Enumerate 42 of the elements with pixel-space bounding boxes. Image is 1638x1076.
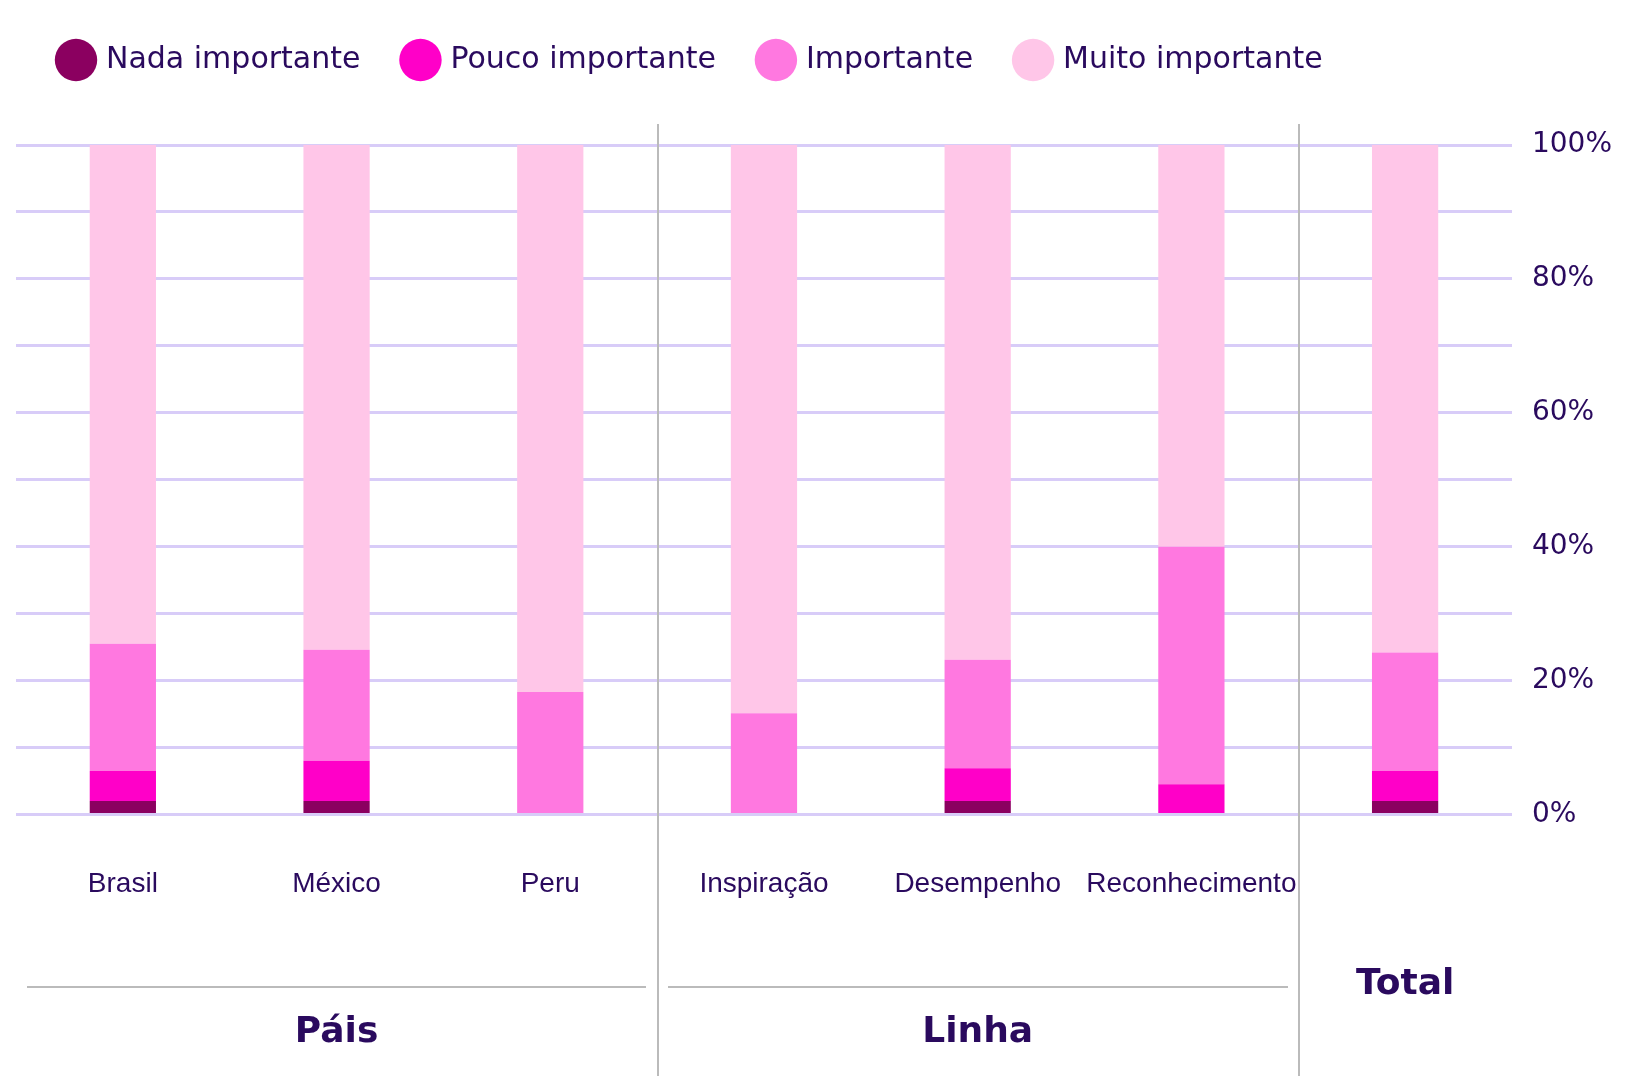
- y-tick-label: 0%: [1531, 795, 1577, 829]
- y-tick-label: 40%: [1531, 527, 1595, 561]
- bar: [944, 768, 1011, 802]
- bar: [944, 659, 1011, 769]
- bar: [303, 145, 370, 650]
- y-tick-label: 20%: [1531, 661, 1595, 695]
- bar: [1371, 145, 1439, 653]
- bar: [1371, 770, 1439, 802]
- x-tick-label: Reconhecimento: [1086, 866, 1297, 898]
- bar: [944, 145, 1011, 660]
- legend-label: Muito importante: [1063, 39, 1323, 75]
- y-tick-label: 80%: [1531, 260, 1595, 294]
- bar: [944, 801, 1011, 813]
- bar: [303, 801, 370, 813]
- bar: [303, 649, 370, 761]
- y-tick-label: 100%: [1531, 126, 1613, 160]
- bar: [730, 145, 798, 714]
- bar: [89, 145, 156, 644]
- bar: [1371, 801, 1439, 813]
- y-tick-label: 60%: [1531, 394, 1595, 428]
- text: Páis: [294, 1009, 379, 1051]
- bar: [303, 760, 370, 802]
- text: Linha: [922, 1009, 1034, 1051]
- text: Total: [1355, 961, 1455, 1003]
- bar: [1158, 546, 1225, 785]
- x-tick-label: Brasil: [87, 866, 158, 898]
- x-tick-label: México: [292, 866, 381, 898]
- x-tick-label: Desempenho: [894, 866, 1061, 898]
- bar: [89, 643, 156, 771]
- legend-label: Pouco importante: [450, 39, 716, 75]
- bar: [517, 145, 584, 692]
- legend-label: Importante: [805, 39, 974, 75]
- bar: [89, 770, 156, 802]
- legend-label: Nada importante: [106, 39, 361, 75]
- bar: [1371, 652, 1439, 771]
- bar: [89, 801, 156, 813]
- x-tick-label: Inspiração: [699, 866, 829, 898]
- x-tick-label: Peru: [520, 866, 580, 898]
- bar: [1158, 145, 1225, 547]
- bar: [517, 691, 584, 813]
- bar: [730, 713, 798, 813]
- bar: [1158, 784, 1225, 813]
